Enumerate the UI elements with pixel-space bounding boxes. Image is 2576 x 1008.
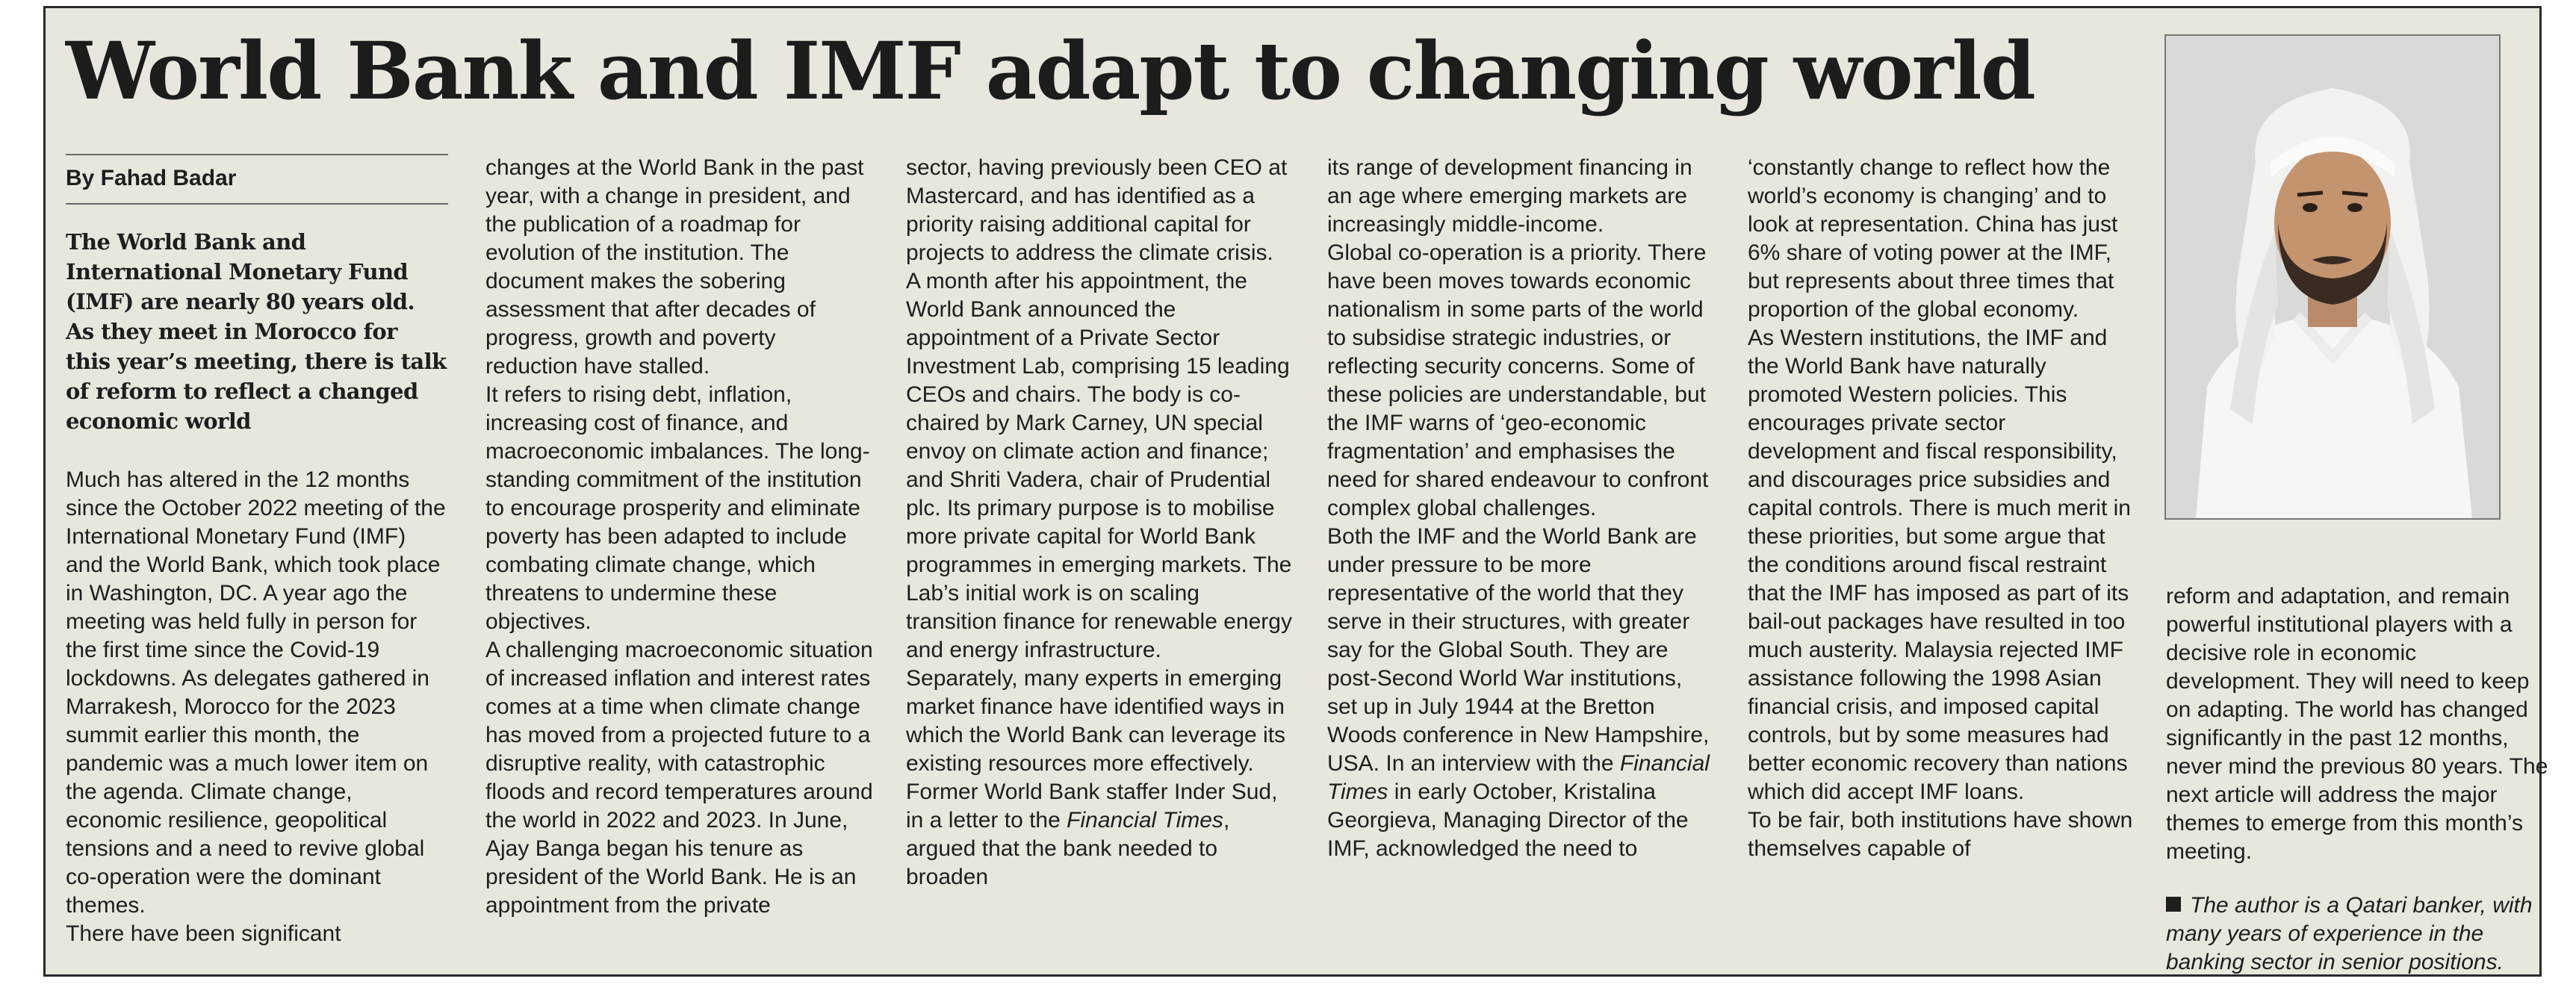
publication-name: Financial Times [1327,751,1710,804]
body-paragraph: its range of development financing in an… [1327,155,1692,237]
body-paragraph: Much has altered in the 12 months since … [66,467,446,918]
author-photo [2164,34,2501,520]
body-text: in early October, Kristalina Georgieva, … [1327,780,1689,861]
body-paragraph: Both the IMF and the World Bank are unde… [1327,523,1716,863]
body-paragraph: ‘constantly change to reflect how the wo… [1748,155,2118,322]
author-note-text: The author is a Qatari banker, with many… [2166,893,2533,974]
column-4: its range of development financing in an… [1327,154,1716,863]
newspaper-clipping [43,6,2542,977]
body-paragraph: There have been significant [66,921,341,946]
body-text: , argued that the bank needed to broaden [906,808,1230,889]
byline: By Fahad Badar [66,166,237,190]
body-paragraph: changes at the World Bank in the past ye… [485,155,864,379]
body-paragraph: Separately, many experts in emerging mar… [906,665,1294,892]
black-square-icon [2166,897,2181,912]
body-paragraph: To be fair, both institutions have shown… [1748,808,2133,861]
body-paragraph: A month after his appointment, the World… [906,269,1292,662]
body-text: Both the IMF and the World Bank are unde… [1327,524,1710,776]
headline: World Bank and IMF adapt to changing wor… [66,24,2036,117]
column-6: reform and adaptation, and remain powerf… [2166,582,2554,977]
body-paragraph: sector, having previously been CEO at Ma… [906,155,1288,265]
author-note: The author is a Qatari banker, with many… [2166,892,2554,977]
column-2: changes at the World Bank in the past ye… [485,154,874,920]
body-paragraph: Global co-operation is a priority. There… [1327,240,1709,520]
body-paragraph: reform and adaptation, and remain powerf… [2166,584,2548,864]
body-paragraph: A challenging macroeconomic situation of… [485,638,873,918]
column-3: sector, having previously been CEO at Ma… [906,154,1294,892]
body-paragraph: It refers to rising debt, inflation, inc… [485,382,870,634]
byline-bottom-rule [66,203,448,205]
column-1: By Fahad Badar The World Bank and Intern… [66,154,448,948]
standfirst: The World Bank and International Monetar… [66,229,447,434]
body-paragraph: As Western institutions, the IMF and the… [1748,326,2131,804]
column-5: ‘constantly change to reflect how the wo… [1748,154,2136,863]
publication-name: Financial Times [1067,808,1223,833]
byline-top-rule [66,154,448,155]
body-text: Separately, many experts in emerging mar… [906,666,1286,833]
